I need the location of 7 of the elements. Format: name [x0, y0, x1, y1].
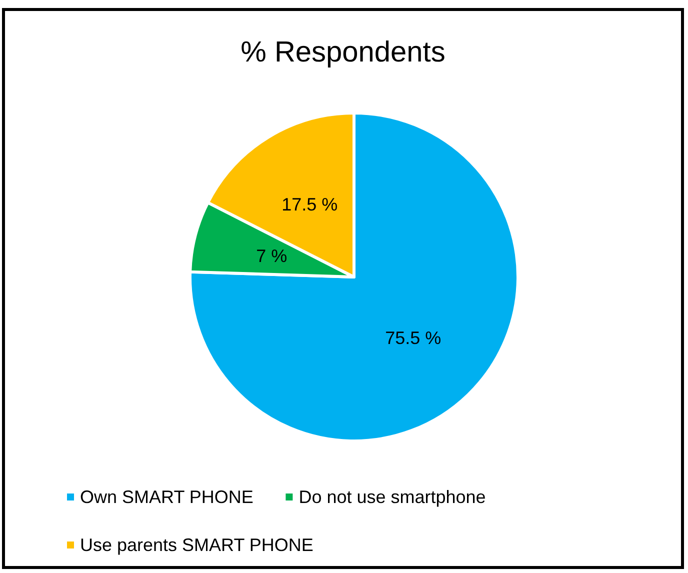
data-label: 7 %: [256, 246, 288, 266]
chart-title: % Respondents: [240, 36, 446, 68]
legend-label: Own SMART PHONE: [80, 487, 254, 507]
legend-label: Do not use smartphone: [298, 487, 486, 507]
data-label: 75.5 %: [385, 328, 442, 348]
legend-label: Use parents SMART PHONE: [80, 535, 314, 555]
data-label: 17.5 %: [282, 194, 338, 215]
